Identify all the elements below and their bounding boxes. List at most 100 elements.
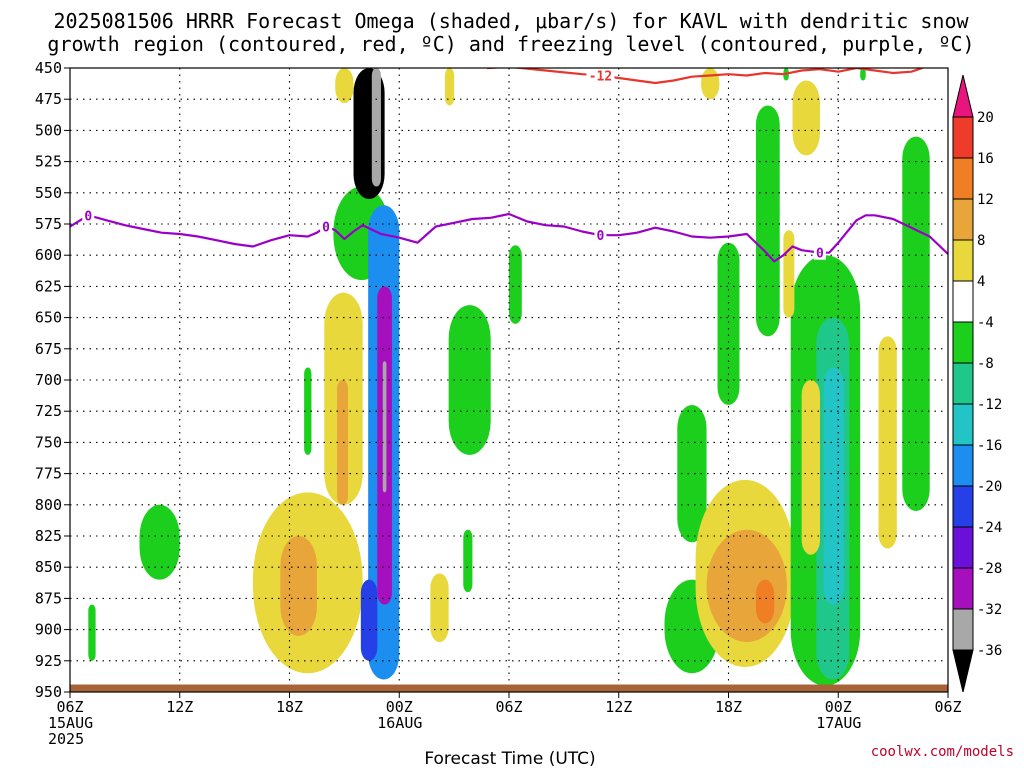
omega-region-18 (430, 573, 449, 643)
freezing-level-label-1: 0 (322, 220, 330, 235)
x-tick-label-2-0: 18Z (276, 698, 303, 716)
colorbar-label-13: -36 (977, 643, 1002, 659)
colorbar-swatch-m28_m24 (952, 526, 974, 569)
colorbar-label-11: -28 (977, 561, 1002, 577)
omega-region-34 (902, 136, 930, 512)
y-tick-label-19: 925 (35, 652, 62, 670)
colorbar-label-10: -24 (977, 520, 1002, 536)
x-tick-label-3-0: 00Z (386, 698, 413, 716)
omega-region-17 (463, 529, 473, 593)
chart-title-line-2: growth region (contoured, red, ºC) and f… (47, 32, 974, 56)
colorbar: 20 16 12 8 4 -4 -8 -12 -16 -20 -24 -28 -32 -36 (952, 74, 1002, 693)
colorbar-swatch-m12_m8 (952, 362, 974, 405)
x-tick-label-0-0: 06Z (56, 698, 83, 716)
colorbar-bottom-arrow (952, 649, 974, 693)
y-tick-label-12: 750 (35, 433, 62, 451)
colorbar-label-7: -12 (977, 397, 1002, 413)
colorbar-label-5: -4 (977, 315, 994, 331)
colorbar-label-0: 20 (977, 110, 994, 126)
terrain-band (70, 684, 948, 692)
y-tick-label-20: 950 (35, 683, 62, 701)
freezing-level-label-bg-2 (594, 228, 607, 243)
omega-region-28 (755, 579, 775, 624)
omega-region-22 (717, 242, 740, 405)
omega-region-11 (360, 579, 378, 661)
freezing-level-label-3: 0 (816, 247, 824, 262)
omega-region-10 (280, 536, 317, 636)
omega-region-25 (677, 404, 707, 543)
grid-lines (70, 68, 948, 692)
colorbar-label-3: 8 (977, 233, 985, 249)
colorbar-label-1: 16 (977, 151, 994, 167)
omega-region-6 (382, 361, 387, 493)
omega-region-8 (337, 380, 349, 505)
colorbar-label-9: -20 (977, 479, 1002, 495)
omega-region-16 (509, 245, 522, 324)
dendritic-growth-label-0: -12 (589, 69, 612, 84)
y-tick-label-16: 850 (35, 558, 62, 576)
y-tick-label-18: 900 (35, 621, 62, 639)
contour-layer: 0 0 0 0 -12 (70, 68, 948, 263)
y-tick-label-6: 600 (35, 246, 62, 264)
colorbar-swatch-8_12 (952, 198, 974, 241)
omega-shaded-layer (88, 68, 930, 686)
colorbar-label-6: -8 (977, 356, 994, 372)
omega-region-23 (792, 80, 820, 156)
y-tick-label-2: 500 (35, 121, 62, 139)
colorbar-swatch-16_20 (952, 116, 974, 159)
colorbar-swatch-m36_m32 (952, 608, 974, 651)
terrain-layer (70, 684, 948, 692)
colorbar-swatch-4_8 (952, 239, 974, 282)
credit-text: coolwx.com/models (871, 744, 1014, 760)
y-tick-label-3: 525 (35, 153, 62, 171)
colorbar-swatch-m16_m12 (952, 403, 974, 446)
omega-region-13 (88, 604, 96, 661)
omega-region-20 (701, 68, 720, 100)
omega-region-15 (448, 305, 491, 455)
omega-region-37 (860, 68, 866, 81)
omega-region-14 (304, 367, 312, 455)
y-tick-label-14: 800 (35, 496, 62, 514)
omega-region-33 (801, 380, 820, 555)
colorbar-swatch-m32_m28 (952, 567, 974, 610)
x-tick-label-3-1: 16AUG (377, 714, 422, 732)
x-tick-label-0-1: 15AUG (48, 714, 93, 732)
omega-region-21 (755, 105, 780, 337)
x-tick-label-5-0: 12Z (605, 698, 632, 716)
y-tick-label-15: 825 (35, 527, 62, 545)
omega-region-19 (444, 68, 455, 106)
y-tick-label-8: 650 (35, 309, 62, 327)
y-axis-ticks: 450 475 500 525 550 575 600 625 650 675 700 725 750 7… (35, 59, 70, 701)
omega-region-35 (878, 336, 897, 549)
freezing-level-label-bg-3 (813, 245, 826, 260)
dendritic-growth-label-bg-0 (586, 68, 615, 83)
x-tick-label-6-0: 18Z (715, 698, 742, 716)
x-tick-label-1-0: 12Z (166, 698, 193, 716)
y-tick-label-0: 450 (35, 59, 62, 77)
colorbar-label-2: 12 (977, 192, 994, 208)
y-tick-label-17: 875 (35, 589, 62, 607)
x-tick-label-7-1: 17AUG (816, 714, 861, 732)
x-axis-label: Forecast Time (UTC) (424, 749, 595, 768)
x-tick-label-0-2: 2025 (48, 730, 84, 748)
colorbar-label-8: -16 (977, 438, 1002, 454)
colorbar-swatch-m4_4 (952, 280, 974, 323)
y-tick-label-1: 475 (35, 90, 62, 108)
colorbar-swatch-m24_m20 (952, 485, 974, 528)
colorbar-label-4: 4 (977, 274, 985, 290)
y-tick-label-7: 625 (35, 277, 62, 295)
freezing-level-label-2: 0 (597, 229, 605, 244)
freezing-level-label-bg-0 (82, 208, 95, 223)
x-tick-label-4-0: 06Z (495, 698, 522, 716)
colorbar-top-arrow (952, 74, 974, 118)
x-tick-label-7-0: 00Z (825, 698, 852, 716)
y-tick-label-11: 725 (35, 402, 62, 420)
omega-region-3 (371, 68, 381, 187)
y-tick-label-13: 775 (35, 465, 62, 483)
omega-region-12 (139, 504, 180, 580)
colorbar-label-12: -32 (977, 602, 1002, 618)
omega-region-32 (783, 230, 795, 318)
omega-region-31 (823, 367, 844, 605)
y-tick-label-10: 700 (35, 371, 62, 389)
